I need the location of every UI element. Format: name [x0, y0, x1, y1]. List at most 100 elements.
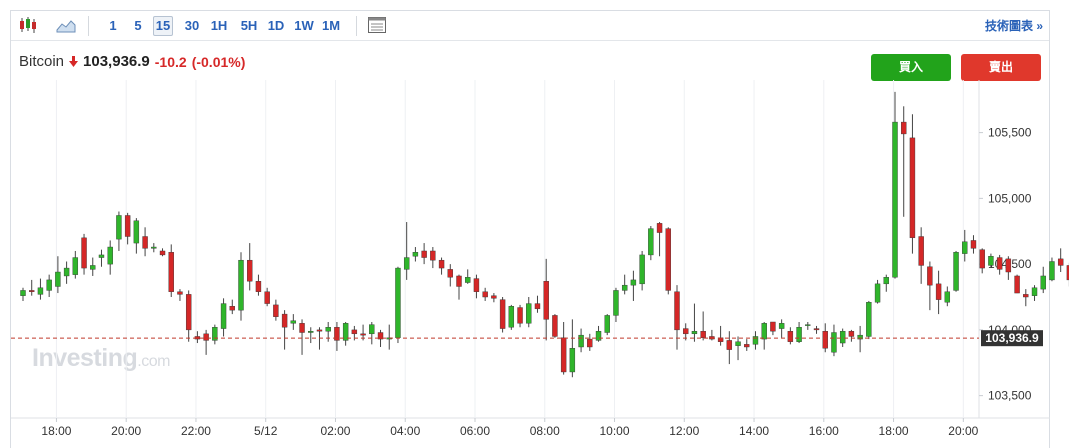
candle-body [874, 283, 881, 303]
candle-body [543, 281, 549, 320]
candle-body [55, 271, 61, 287]
candle-body [1031, 287, 1038, 296]
x-tick-label: 08:00 [530, 424, 560, 438]
timeframe-1w[interactable]: 1W [294, 18, 314, 33]
x-tick-label: 10:00 [600, 424, 630, 438]
candle-body [1005, 258, 1012, 273]
candle-body [151, 246, 157, 249]
candle-body [857, 334, 863, 340]
down-arrow-icon [69, 56, 79, 67]
candle-body [1049, 261, 1055, 281]
x-tick-label: 04:00 [390, 424, 420, 438]
candle-body [604, 315, 610, 333]
timeframe-15[interactable]: 15 [153, 16, 173, 36]
candle-body [81, 237, 87, 269]
candle-body [935, 283, 942, 300]
current-price-label: 103,936.9 [985, 331, 1039, 345]
area-chart-icon[interactable] [55, 15, 77, 35]
sell-button[interactable]: 賣出 [961, 54, 1041, 81]
candle-body [848, 330, 855, 337]
x-tick-label: 5/12 [254, 424, 278, 438]
candle-body [421, 250, 427, 258]
candle-body [212, 327, 218, 341]
candle-body [116, 215, 122, 240]
last-price: 103,936.9 [83, 53, 150, 70]
technical-chart-link[interactable]: 技術圖表 » [984, 19, 1043, 33]
timeframe-1m[interactable]: 1M [321, 18, 341, 33]
candle-body [787, 330, 794, 342]
candle-body [316, 329, 323, 332]
candle-body [325, 327, 331, 332]
candle-body [1057, 258, 1064, 266]
candlestick-chart-icon[interactable] [17, 15, 39, 35]
x-tick-label: 18:00 [879, 424, 909, 438]
candle-body [761, 323, 767, 340]
candle-body [1014, 275, 1020, 294]
timeframe-30[interactable]: 30 [184, 18, 200, 33]
candle-body [334, 327, 340, 341]
candle-body [360, 333, 366, 336]
candle-body [735, 341, 741, 346]
candle-body [534, 303, 541, 310]
x-tick-label: 06:00 [460, 424, 490, 438]
candle-body [29, 290, 35, 292]
candle-body [700, 330, 706, 338]
candle-body [508, 306, 515, 328]
y-tick-label: 105,500 [988, 126, 1032, 140]
candle-body [203, 333, 209, 341]
candle-body [37, 287, 44, 295]
candle-body [752, 336, 759, 345]
candle-body [621, 284, 628, 291]
candle-body [517, 307, 523, 324]
timeframe-5[interactable]: 5 [134, 18, 142, 33]
candle-body [892, 121, 898, 278]
timeframe-1d[interactable]: 1D [267, 18, 285, 33]
candle-body [1066, 265, 1069, 281]
x-tick-label: 12:00 [669, 424, 699, 438]
timeframe-1h[interactable]: 1H [210, 18, 228, 33]
candle-body [988, 256, 994, 266]
candle-body [648, 228, 654, 256]
timeframe-5h[interactable]: 5H [240, 18, 258, 33]
candle-body [927, 266, 933, 286]
buy-button[interactable]: 買入 [871, 54, 951, 81]
candle-body [456, 275, 462, 287]
timeframe-1[interactable]: 1 [109, 18, 117, 33]
candle-body [98, 254, 105, 258]
settings-panel-icon[interactable] [366, 15, 388, 35]
candle-body [979, 249, 985, 269]
candle-body [142, 236, 148, 249]
candle-body [778, 323, 785, 329]
x-tick-label: 02:00 [320, 424, 350, 438]
candle-body [395, 267, 401, 338]
candle-body [883, 277, 889, 285]
candle-body [909, 137, 916, 239]
toolbar-divider [356, 16, 357, 36]
candle-body [412, 252, 419, 257]
candle-body [430, 250, 436, 261]
candle-body [20, 290, 26, 296]
candle-body [665, 228, 671, 291]
quote-header: Bitcoin 103,936.9 -10.2 (-0.01%) [19, 53, 245, 70]
x-tick-label: 14:00 [739, 424, 769, 438]
candle-body [796, 327, 802, 342]
x-tick-label: 18:00 [41, 424, 71, 438]
candle-body [247, 259, 253, 282]
candle-body [944, 291, 951, 303]
candle-body [220, 303, 227, 329]
candle-body [264, 291, 270, 304]
candle-body [290, 320, 297, 324]
candle-body [403, 257, 410, 270]
candle-body [691, 330, 698, 335]
x-tick-label: 20:00 [948, 424, 978, 438]
candle-body [1023, 294, 1029, 298]
candle-body [526, 303, 532, 324]
candle-body [369, 324, 375, 335]
candle-body [308, 330, 314, 333]
candle-body [996, 257, 1003, 270]
candle-body [133, 220, 140, 244]
investing-watermark: Investing.com [32, 344, 170, 372]
candle-body [726, 340, 733, 350]
candle-body [822, 330, 828, 349]
candle-body [177, 291, 183, 295]
